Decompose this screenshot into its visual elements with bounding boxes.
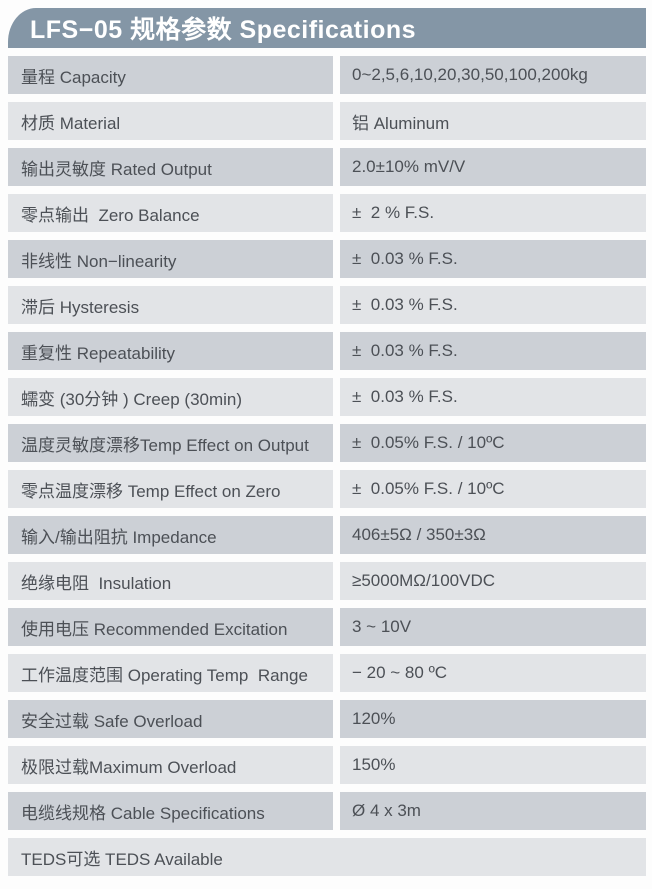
- spec-value: Ø 4 x 3m: [340, 792, 646, 830]
- spec-row-creep: 蠕变 (30分钟 ) Creep (30min) ± 0.03 % F.S.: [8, 378, 646, 416]
- spec-label: 材质 Material: [8, 102, 333, 140]
- spec-value: ± 0.03 % F.S.: [340, 378, 646, 416]
- spec-row-hysteresis: 滞后 Hysteresis ± 0.03 % F.S.: [8, 286, 646, 324]
- spec-row-temp-effect-output: 温度灵敏度漂移Temp Effect on Output ± 0.05% F.S…: [8, 424, 646, 462]
- spec-value: 150%: [340, 746, 646, 784]
- spec-label: 安全过载 Safe Overload: [8, 700, 333, 738]
- spec-row-excitation: 使用电压 Recommended Excitation 3 ~ 10V: [8, 608, 646, 646]
- spec-label: 蠕变 (30分钟 ) Creep (30min): [8, 378, 333, 416]
- spec-value: 2.0±10% mV/V: [340, 148, 646, 186]
- spec-label: 绝缘电阻 Insulation: [8, 562, 333, 600]
- spec-row-rated-output: 输出灵敏度 Rated Output 2.0±10% mV/V: [8, 148, 646, 186]
- page-title: LFS−05 规格参数 Specifications: [30, 16, 417, 44]
- spec-header: LFS−05 规格参数 Specifications: [8, 8, 646, 48]
- spec-label: 滞后 Hysteresis: [8, 286, 333, 324]
- spec-value: ± 0.03 % F.S.: [340, 332, 646, 370]
- spec-value: ≥5000MΩ/100VDC: [340, 562, 646, 600]
- spec-row-max-overload: 极限过载Maximum Overload 150%: [8, 746, 646, 784]
- spec-value: − 20 ~ 80 ºC: [340, 654, 646, 692]
- spec-value: 406±5Ω / 350±3Ω: [340, 516, 646, 554]
- spec-row-temp-effect-zero: 零点温度漂移 Temp Effect on Zero ± 0.05% F.S. …: [8, 470, 646, 508]
- spec-label: 零点温度漂移 Temp Effect on Zero: [8, 470, 333, 508]
- spec-label: 使用电压 Recommended Excitation: [8, 608, 333, 646]
- spec-value: 3 ~ 10V: [340, 608, 646, 646]
- spec-table: 量程 Capacity 0~2,5,6,10,20,30,50,100,200k…: [8, 56, 646, 876]
- spec-row-non-linearity: 非线性 Non−linearity ± 0.03 % F.S.: [8, 240, 646, 278]
- spec-label: TEDS可选 TEDS Available: [8, 838, 646, 876]
- spec-label: 重复性 Repeatability: [8, 332, 333, 370]
- spec-value: ± 0.05% F.S. / 10ºC: [340, 470, 646, 508]
- spec-label: 输出灵敏度 Rated Output: [8, 148, 333, 186]
- spec-label: 非线性 Non−linearity: [8, 240, 333, 278]
- spec-value: 铝 Aluminum: [340, 102, 646, 140]
- spec-label: 零点输出 Zero Balance: [8, 194, 333, 232]
- spec-row-cable: 电缆线规格 Cable Specifications Ø 4 x 3m: [8, 792, 646, 830]
- spec-label: 输入/输出阻抗 Impedance: [8, 516, 333, 554]
- spec-row-operating-temp: 工作温度范围 Operating Temp Range − 20 ~ 80 ºC: [8, 654, 646, 692]
- spec-value: ± 0.03 % F.S.: [340, 286, 646, 324]
- spec-row-capacity: 量程 Capacity 0~2,5,6,10,20,30,50,100,200k…: [8, 56, 646, 94]
- spec-row-zero-balance: 零点输出 Zero Balance ± 2 % F.S.: [8, 194, 646, 232]
- spec-label: 工作温度范围 Operating Temp Range: [8, 654, 333, 692]
- spec-value: 0~2,5,6,10,20,30,50,100,200kg: [340, 56, 646, 94]
- spec-row-repeatability: 重复性 Repeatability ± 0.03 % F.S.: [8, 332, 646, 370]
- spec-value: 120%: [340, 700, 646, 738]
- spec-row-impedance: 输入/输出阻抗 Impedance 406±5Ω / 350±3Ω: [8, 516, 646, 554]
- spec-row-insulation: 绝缘电阻 Insulation ≥5000MΩ/100VDC: [8, 562, 646, 600]
- spec-label: 电缆线规格 Cable Specifications: [8, 792, 333, 830]
- spec-label: 量程 Capacity: [8, 56, 333, 94]
- spec-value: ± 0.05% F.S. / 10ºC: [340, 424, 646, 462]
- spec-row-material: 材质 Material 铝 Aluminum: [8, 102, 646, 140]
- spec-value: ± 2 % F.S.: [340, 194, 646, 232]
- spec-row-safe-overload: 安全过载 Safe Overload 120%: [8, 700, 646, 738]
- spec-row-teds: TEDS可选 TEDS Available: [8, 838, 646, 876]
- spec-label: 极限过载Maximum Overload: [8, 746, 333, 784]
- spec-value: ± 0.03 % F.S.: [340, 240, 646, 278]
- spec-label: 温度灵敏度漂移Temp Effect on Output: [8, 424, 333, 462]
